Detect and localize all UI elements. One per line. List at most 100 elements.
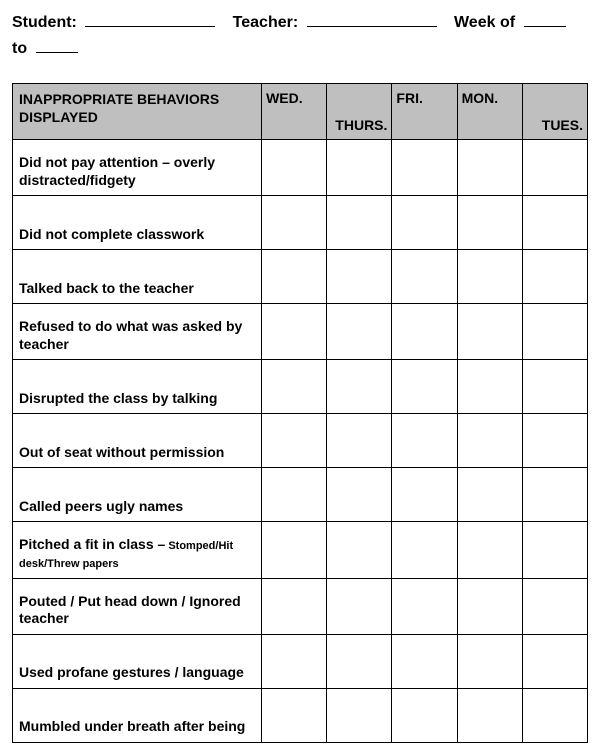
- day-cell[interactable]: [457, 634, 522, 688]
- day-cell[interactable]: [262, 468, 327, 522]
- behavior-table: INAPPROPRIATE BEHAVIORS DISPLAYED WED. T…: [12, 83, 588, 743]
- day-cell[interactable]: [327, 196, 392, 250]
- week-to-blank[interactable]: [36, 39, 78, 53]
- day-cell[interactable]: [457, 468, 522, 522]
- table-row: Mumbled under breath after being: [13, 688, 588, 742]
- day-label: WED.: [266, 90, 303, 106]
- day-cell[interactable]: [392, 414, 457, 468]
- day-header-tues: TUES.: [522, 84, 587, 140]
- behavior-cell: Pitched a fit in class – Stomped/Hit des…: [13, 522, 262, 579]
- behavior-cell: Did not complete classwork: [13, 196, 262, 250]
- day-cell[interactable]: [262, 304, 327, 360]
- day-label: TUES.: [542, 117, 583, 133]
- day-cell[interactable]: [392, 196, 457, 250]
- week-from-blank[interactable]: [524, 13, 566, 27]
- table-header-row: INAPPROPRIATE BEHAVIORS DISPLAYED WED. T…: [13, 84, 588, 140]
- day-cell[interactable]: [327, 634, 392, 688]
- behavior-header-line1: INAPPROPRIATE BEHAVIORS: [19, 91, 219, 107]
- table-row: Called peers ugly names: [13, 468, 588, 522]
- day-cell[interactable]: [262, 140, 327, 196]
- behavior-cell: Out of seat without permission: [13, 414, 262, 468]
- day-cell[interactable]: [327, 360, 392, 414]
- day-cell[interactable]: [457, 688, 522, 742]
- to-label: to: [12, 40, 27, 57]
- day-cell[interactable]: [457, 196, 522, 250]
- day-cell[interactable]: [262, 196, 327, 250]
- day-cell[interactable]: [327, 304, 392, 360]
- day-cell[interactable]: [522, 304, 587, 360]
- table-row: Pouted / Put head down / Ignored teacher: [13, 578, 588, 634]
- day-cell[interactable]: [392, 250, 457, 304]
- behavior-header-line2: DISPLAYED: [19, 109, 98, 125]
- day-cell[interactable]: [262, 578, 327, 634]
- day-cell[interactable]: [327, 578, 392, 634]
- day-cell[interactable]: [392, 688, 457, 742]
- day-cell[interactable]: [327, 414, 392, 468]
- behavior-cell: Used profane gestures / language: [13, 634, 262, 688]
- behavior-cell: Refused to do what was asked by teacher: [13, 304, 262, 360]
- day-cell[interactable]: [457, 250, 522, 304]
- day-cell[interactable]: [457, 414, 522, 468]
- day-cell[interactable]: [457, 360, 522, 414]
- day-cell[interactable]: [457, 578, 522, 634]
- day-cell[interactable]: [522, 522, 587, 579]
- day-cell[interactable]: [327, 688, 392, 742]
- day-cell[interactable]: [522, 196, 587, 250]
- behavior-text: Pouted / Put head down / Ignored teacher: [19, 593, 241, 627]
- day-cell[interactable]: [262, 688, 327, 742]
- teacher-blank[interactable]: [307, 13, 437, 27]
- day-cell[interactable]: [327, 522, 392, 579]
- behavior-cell: Disrupted the class by talking: [13, 360, 262, 414]
- day-header-thurs: THURS.: [327, 84, 392, 140]
- table-row: Used profane gestures / language: [13, 634, 588, 688]
- day-cell[interactable]: [392, 360, 457, 414]
- day-cell[interactable]: [327, 468, 392, 522]
- day-cell[interactable]: [392, 468, 457, 522]
- behavior-header: INAPPROPRIATE BEHAVIORS DISPLAYED: [13, 84, 262, 140]
- behavior-text: Pitched a fit in class –: [19, 536, 165, 552]
- day-cell[interactable]: [522, 468, 587, 522]
- day-cell[interactable]: [392, 634, 457, 688]
- day-cell[interactable]: [522, 688, 587, 742]
- day-cell[interactable]: [522, 140, 587, 196]
- day-header-wed: WED.: [262, 84, 327, 140]
- table-body: Did not pay attention – overly distracte…: [13, 140, 588, 743]
- table-row: Talked back to the teacher: [13, 250, 588, 304]
- behavior-text: Refused to do what was asked by teacher: [19, 318, 242, 352]
- day-cell[interactable]: [522, 634, 587, 688]
- student-blank[interactable]: [85, 13, 215, 27]
- behavior-cell: Talked back to the teacher: [13, 250, 262, 304]
- day-cell[interactable]: [522, 414, 587, 468]
- day-cell[interactable]: [262, 522, 327, 579]
- day-cell[interactable]: [392, 522, 457, 579]
- day-cell[interactable]: [457, 304, 522, 360]
- day-cell[interactable]: [392, 140, 457, 196]
- day-header-fri: FRI.: [392, 84, 457, 140]
- day-cell[interactable]: [392, 578, 457, 634]
- table-row: Refused to do what was asked by teacher: [13, 304, 588, 360]
- table-row: Out of seat without permission: [13, 414, 588, 468]
- student-label: Student:: [12, 14, 77, 31]
- behavior-cell: Mumbled under breath after being: [13, 688, 262, 742]
- day-cell[interactable]: [262, 634, 327, 688]
- behavior-text: Out of seat without permission: [19, 444, 224, 460]
- day-label: MON.: [462, 90, 499, 106]
- week-label: Week of: [454, 14, 515, 31]
- day-cell[interactable]: [262, 250, 327, 304]
- day-cell[interactable]: [262, 414, 327, 468]
- day-cell[interactable]: [457, 140, 522, 196]
- behavior-text: Talked back to the teacher: [19, 280, 194, 296]
- table-row: Did not pay attention – overly distracte…: [13, 140, 588, 196]
- behavior-text: Used profane gestures / language: [19, 664, 244, 680]
- day-cell[interactable]: [262, 360, 327, 414]
- day-cell[interactable]: [522, 360, 587, 414]
- day-cell[interactable]: [457, 522, 522, 579]
- day-cell[interactable]: [392, 304, 457, 360]
- day-cell[interactable]: [327, 140, 392, 196]
- form-header: Student: Teacher: Week of to: [12, 10, 588, 61]
- behavior-text: Disrupted the class by talking: [19, 390, 217, 406]
- day-cell[interactable]: [522, 250, 587, 304]
- behavior-text: Mumbled under breath after being: [19, 718, 245, 734]
- day-cell[interactable]: [327, 250, 392, 304]
- day-cell[interactable]: [522, 578, 587, 634]
